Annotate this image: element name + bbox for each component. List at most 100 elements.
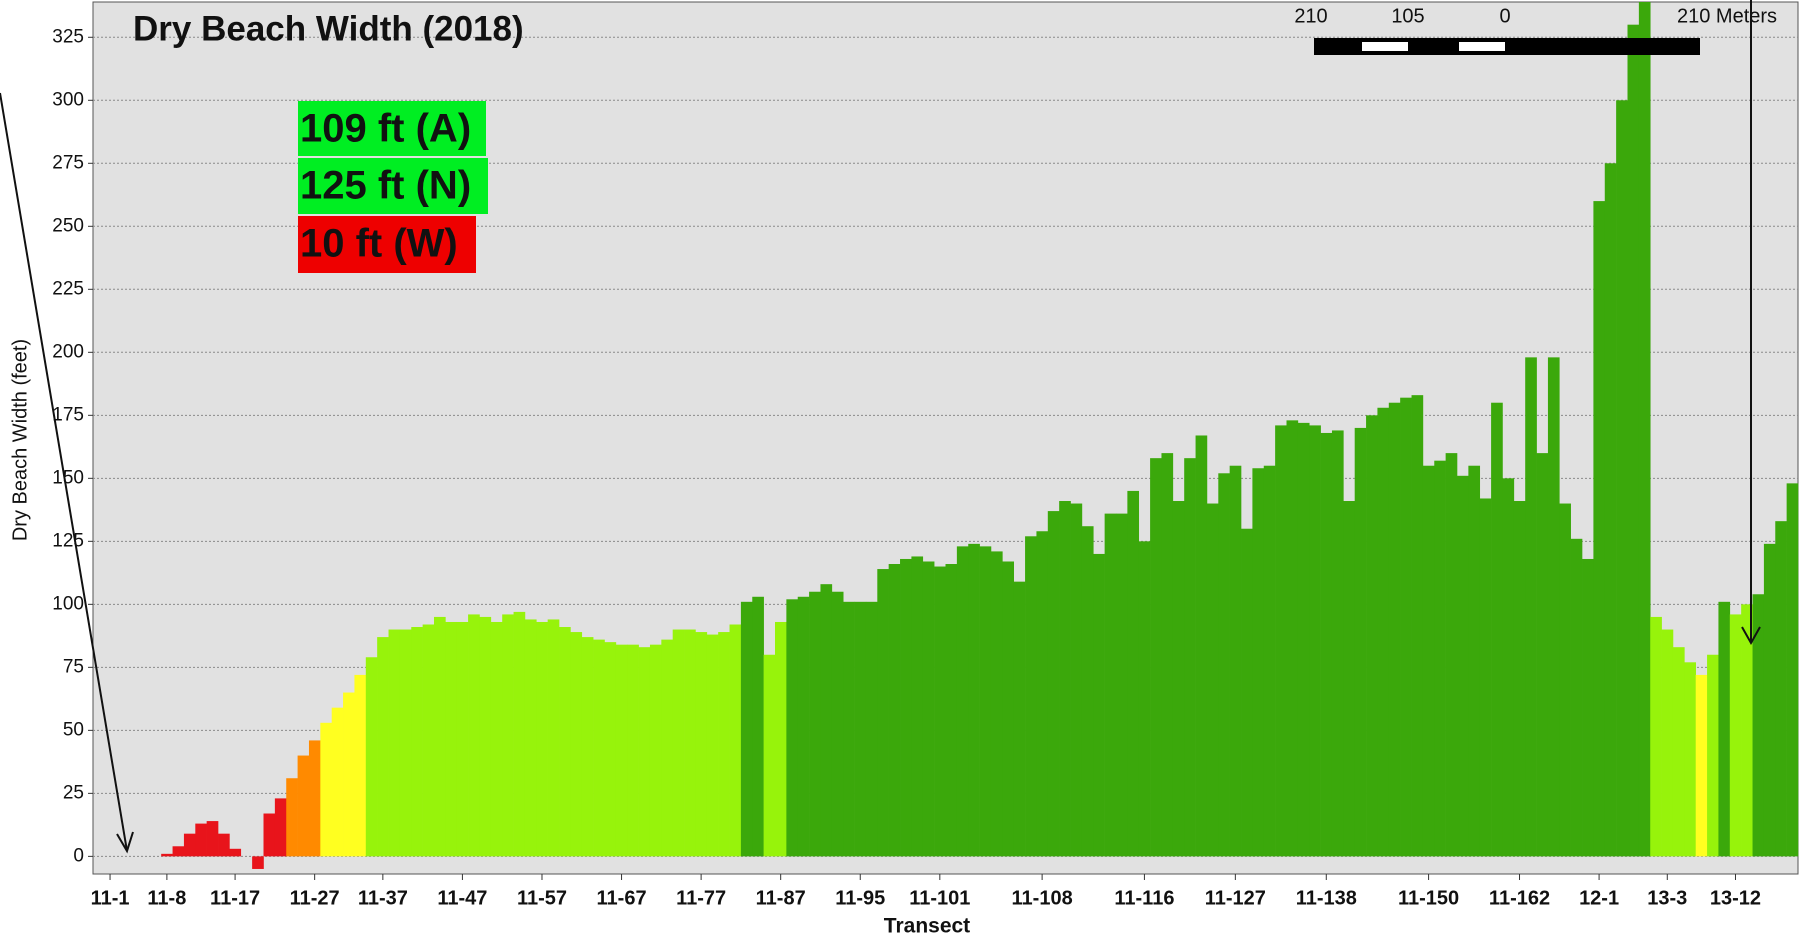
annotation: 109 ft (A) <box>300 107 471 151</box>
bar <box>1002 561 1014 857</box>
x-tick-label: 13-3 <box>1647 887 1687 909</box>
bar <box>297 755 310 857</box>
bar <box>445 621 458 857</box>
bar <box>627 644 639 857</box>
bar <box>786 599 799 857</box>
scale-label: 210 <box>1294 5 1327 27</box>
arrows <box>0 0 1761 854</box>
bar <box>1604 163 1617 857</box>
bar <box>343 692 355 857</box>
bar <box>831 591 844 857</box>
bar <box>559 627 571 857</box>
bar <box>1400 397 1412 857</box>
x-tick-label: 11-1 <box>91 887 130 909</box>
bar <box>479 616 492 857</box>
bar <box>1525 357 1537 857</box>
scale-bar-body <box>1314 38 1700 55</box>
bar <box>456 621 469 857</box>
bar <box>274 798 287 857</box>
bar <box>229 848 242 857</box>
x-axis-label: Transect <box>884 915 970 938</box>
bar <box>1161 453 1174 857</box>
bar <box>922 561 935 857</box>
bar <box>536 621 548 857</box>
bar <box>1127 490 1140 857</box>
bar <box>1320 432 1333 857</box>
bar <box>1047 511 1060 857</box>
bar <box>604 642 617 857</box>
bar <box>388 629 401 857</box>
x-tick-label: 11-162 <box>1489 887 1550 909</box>
bar <box>1536 453 1549 857</box>
bar <box>513 611 526 857</box>
bar <box>1263 465 1276 857</box>
bar <box>615 644 628 857</box>
x-tick-label: 11-37 <box>358 887 408 909</box>
x-tick-label: 11-57 <box>517 887 567 909</box>
bar <box>1081 526 1094 857</box>
bar <box>1582 558 1594 857</box>
bar <box>1138 541 1151 857</box>
bar <box>468 614 480 857</box>
x-tick-label: 11-17 <box>210 887 260 909</box>
x-tick-label: 11-77 <box>676 887 726 909</box>
x-tick-label: 11-116 <box>1114 887 1174 909</box>
bar <box>1116 513 1128 857</box>
x-tick-label: 11-138 <box>1296 887 1357 909</box>
y-tick-label: 250 <box>52 215 84 236</box>
y-tick-label: 175 <box>52 404 84 425</box>
bar <box>706 634 719 857</box>
bar <box>763 654 776 857</box>
annotation-box <box>298 216 476 273</box>
bar <box>968 543 980 857</box>
bar <box>684 629 696 857</box>
bar <box>775 621 787 857</box>
bar <box>661 639 673 857</box>
bar <box>1627 24 1640 857</box>
bar <box>672 629 685 857</box>
bar <box>854 601 867 857</box>
bar <box>1547 357 1560 857</box>
bar <box>1468 465 1481 857</box>
bar <box>1172 501 1185 857</box>
bar <box>752 596 764 857</box>
bar <box>1707 654 1719 857</box>
bar <box>490 621 503 857</box>
bar <box>820 584 833 857</box>
bar <box>308 740 321 857</box>
y-tick-label: 150 <box>52 467 84 488</box>
x-tick-label: 11-67 <box>597 887 647 909</box>
bar <box>1729 614 1742 857</box>
scale-bar: 210 105 0 210 Meters <box>1294 5 1777 55</box>
x-tick-label: 11-108 <box>1012 887 1073 909</box>
bar <box>1479 498 1492 857</box>
bar <box>1570 538 1583 857</box>
bar <box>740 601 753 857</box>
bar <box>695 632 708 857</box>
bar <box>1672 647 1685 857</box>
x-tick-label: 11-47 <box>437 887 487 909</box>
bar <box>1150 458 1162 857</box>
bar <box>1491 402 1503 857</box>
bar <box>1218 473 1230 857</box>
scale-label: 105 <box>1391 5 1424 27</box>
bar <box>809 591 821 857</box>
bar <box>263 813 276 857</box>
bar <box>1661 629 1674 857</box>
bar <box>161 853 173 857</box>
x-tick-label: 11-127 <box>1205 887 1266 909</box>
bar <box>797 596 810 857</box>
bar <box>502 614 514 857</box>
bar <box>1025 536 1037 857</box>
bar <box>638 647 651 857</box>
bar <box>1104 513 1117 857</box>
scale-bar-segment <box>1362 42 1408 51</box>
y-tick-label: 75 <box>63 656 84 677</box>
bar <box>1229 465 1242 857</box>
bar <box>1275 425 1287 857</box>
bar <box>252 856 264 869</box>
bar <box>1593 201 1606 857</box>
bar <box>331 707 344 857</box>
scale-bar-segment <box>1459 42 1505 51</box>
bar <box>206 821 219 857</box>
